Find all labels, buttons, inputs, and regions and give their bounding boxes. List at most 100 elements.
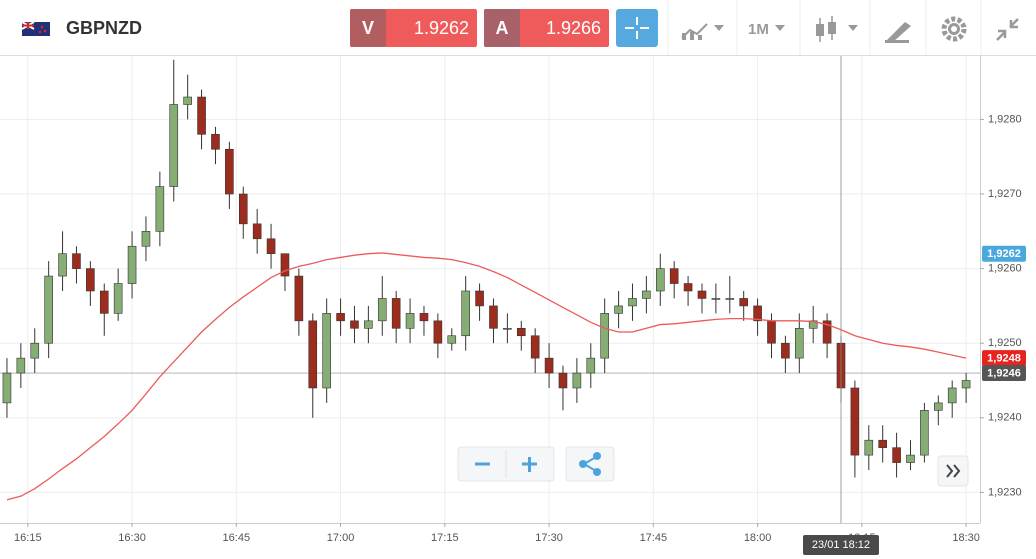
sell-button[interactable]: V 1.9262 bbox=[350, 9, 477, 47]
candle-body bbox=[642, 290, 651, 299]
candle-body bbox=[280, 253, 290, 277]
buy-price: 1.9266 bbox=[546, 18, 601, 38]
candle-body bbox=[197, 96, 206, 135]
candle-body bbox=[211, 134, 220, 150]
x-tick-label: 16:15 bbox=[14, 532, 42, 544]
candle-body bbox=[2, 372, 12, 404]
candle-body bbox=[44, 275, 53, 344]
candle-body bbox=[225, 148, 234, 195]
moving-average bbox=[6, 252, 967, 501]
timeframe: 1M bbox=[748, 21, 769, 38]
price-marker-label: 1,9262 bbox=[987, 248, 1021, 260]
toolbar: GBPNZD V 1.9262 A 1.9266 1M bbox=[0, 0, 1036, 56]
candle-body bbox=[433, 320, 443, 344]
x-tick-label: 17:00 bbox=[327, 532, 355, 544]
buy-label: A bbox=[496, 18, 509, 38]
candle-body bbox=[308, 320, 318, 389]
candle-body bbox=[322, 313, 331, 389]
candle-body bbox=[530, 335, 540, 359]
buy-button[interactable]: A 1.9266 bbox=[484, 9, 609, 47]
price-marker-label: 1,9246 bbox=[987, 367, 1021, 379]
x-tick-label: 17:15 bbox=[431, 532, 459, 544]
candle-body bbox=[572, 372, 582, 389]
y-tick-label: 1,9260 bbox=[988, 263, 1022, 275]
candle-body bbox=[558, 372, 568, 389]
candle-body bbox=[906, 454, 915, 463]
candle-body bbox=[544, 357, 554, 374]
candle-body bbox=[419, 313, 429, 322]
candle-body bbox=[238, 193, 248, 225]
candle-body bbox=[447, 335, 457, 344]
candle-body bbox=[127, 245, 137, 284]
x-tick-label: 16:45 bbox=[223, 532, 251, 544]
candle-body bbox=[169, 104, 179, 187]
pair: GBPNZD bbox=[66, 18, 142, 38]
candle-body bbox=[30, 342, 40, 359]
candle-body bbox=[183, 96, 192, 105]
draw-button[interactable] bbox=[885, 22, 911, 43]
candle-body bbox=[58, 253, 67, 277]
y-tick-label: 1,9240 bbox=[988, 412, 1022, 424]
candle-body bbox=[377, 298, 387, 322]
candle-body bbox=[920, 410, 929, 456]
candle-body bbox=[405, 313, 415, 329]
candle-body bbox=[266, 238, 276, 254]
candle-body bbox=[86, 268, 95, 292]
candle-body bbox=[850, 387, 860, 456]
flag bbox=[21, 21, 50, 36]
candle-body bbox=[475, 290, 484, 307]
price-marker bbox=[982, 245, 1026, 262]
x-tick-label: 16:30 bbox=[118, 532, 146, 544]
candle-body bbox=[878, 439, 887, 448]
candle-body bbox=[252, 223, 262, 240]
candle-body bbox=[739, 298, 748, 307]
candle-body bbox=[516, 327, 526, 337]
candle-body bbox=[628, 298, 637, 307]
minimize-button[interactable] bbox=[996, 18, 1019, 41]
candle-body bbox=[113, 283, 123, 314]
candle-body bbox=[947, 387, 957, 404]
candle-body bbox=[822, 320, 832, 344]
candle-body bbox=[364, 320, 373, 329]
y-tick-label: 1,9270 bbox=[988, 188, 1022, 200]
candle-body bbox=[336, 313, 345, 322]
candle-body bbox=[961, 380, 971, 389]
chart: 1,9230 1,9240 1,9250 1,9260 1,9270 1,9280 16:1… bbox=[0, 56, 1026, 555]
x-tick-label: 18:30 bbox=[952, 532, 980, 544]
candle-body bbox=[489, 305, 498, 329]
candle-body bbox=[933, 402, 943, 411]
crosshair-button[interactable] bbox=[616, 9, 658, 47]
candle-body bbox=[155, 186, 165, 232]
chart-type-button[interactable] bbox=[681, 23, 724, 40]
candle-type-button[interactable] bbox=[816, 16, 858, 42]
candle-body bbox=[461, 290, 470, 337]
timeframe-button[interactable]: 1M bbox=[748, 21, 785, 38]
x-tick-label: 17:45 bbox=[640, 532, 668, 544]
candle-body bbox=[600, 313, 609, 359]
candle-body bbox=[864, 439, 874, 456]
candle-body bbox=[503, 327, 512, 330]
sell-price: 1.9262 bbox=[414, 18, 469, 38]
y-tick-label: 1,9230 bbox=[988, 486, 1022, 498]
candle-body bbox=[794, 327, 804, 359]
candle-body bbox=[669, 268, 679, 284]
y-tick-label: 1,9280 bbox=[988, 113, 1022, 125]
candle-body bbox=[767, 320, 776, 344]
candle-body bbox=[781, 342, 790, 359]
candle-body bbox=[391, 298, 401, 329]
price-marker-label: 1,9248 bbox=[987, 353, 1021, 365]
price-marker bbox=[982, 365, 1026, 382]
crosshair-label-bg bbox=[802, 535, 879, 555]
candle-body bbox=[725, 298, 735, 300]
candle-body bbox=[892, 447, 901, 463]
candle-body bbox=[72, 253, 81, 269]
candle-body bbox=[711, 298, 721, 300]
candle-body bbox=[655, 268, 665, 292]
candle-body bbox=[808, 320, 818, 329]
sell-label: V bbox=[362, 18, 374, 38]
candle-body bbox=[753, 305, 762, 322]
x-tick-label: 18:00 bbox=[744, 532, 772, 544]
settings-button[interactable] bbox=[941, 16, 967, 42]
candle-body bbox=[683, 283, 693, 292]
candle-body bbox=[294, 275, 304, 322]
